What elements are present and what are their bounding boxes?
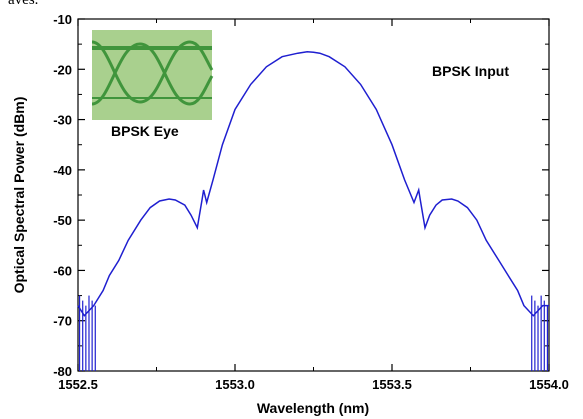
y-tick-label: -10: [53, 12, 72, 27]
y-tick-label: -20: [53, 62, 72, 77]
x-axis-title: Wavelength (nm): [257, 400, 369, 416]
y-tick-label: -40: [53, 163, 72, 178]
caption-fragment: aves.: [8, 0, 39, 8]
axis-ticks: [77, 18, 550, 372]
y-tick-label: -70: [53, 314, 72, 329]
inset-label: BPSK Eye: [111, 123, 179, 139]
tick-labels: 1552.5 1553.0 1553.5 1554.0 -80 -70 -60 -50 -40 -…: [53, 12, 569, 392]
x-tick-label: 1553.5: [372, 377, 412, 392]
y-tick-label: -30: [53, 113, 72, 128]
x-tick-label: 1553.0: [215, 377, 255, 392]
y-tick-label: -60: [53, 263, 72, 278]
bpsk-eye-inset: BPSK Eye: [91, 30, 214, 139]
y-tick-label: -80: [53, 364, 72, 379]
series-annotation: BPSK Input: [432, 63, 509, 79]
noise-spikes: [78, 295, 549, 371]
x-tick-label: 1552.5: [58, 377, 98, 392]
y-tick-label: -50: [53, 213, 72, 228]
x-tick-label: 1554.0: [529, 377, 569, 392]
series-line: [77, 50, 549, 317]
y-axis-title: Optical Spectral Power (dBm): [11, 97, 27, 294]
eye-diagram-traces: [91, 40, 214, 106]
